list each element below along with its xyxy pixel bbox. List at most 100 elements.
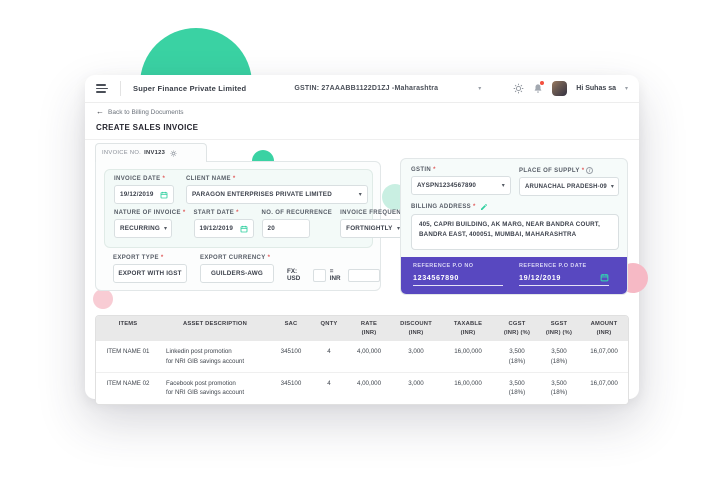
chevron-down-icon: ▾	[163, 225, 168, 232]
supply-panel: GSTIN * AYSPN1234567890 ▾ PLACE OF SUPPLY…	[400, 158, 628, 295]
decor-circle-pink-pale	[93, 289, 113, 309]
col-qnty: QNTY	[320, 321, 338, 327]
reference-po-panel: REFERENCE P.O NO 1234567890 REFERENCE P.…	[401, 257, 627, 294]
cell-rate: 4,00,000	[356, 348, 382, 356]
calendar-icon[interactable]	[240, 225, 248, 233]
invoice-main-fields: INVOICE DATE * 19/12/2019	[104, 169, 410, 248]
invoice-no-value: INV123	[144, 150, 166, 156]
nature-of-invoice-label: NATURE OF INVOICE *	[114, 210, 186, 216]
no-of-recurrence-input[interactable]: 20	[261, 219, 310, 238]
reference-po-date-input[interactable]: 19/12/2019	[519, 273, 609, 286]
cell-sac: 345100	[280, 348, 302, 356]
col-cgst: CGST (INR) (%)	[503, 321, 531, 336]
col-items: ITEMS	[118, 321, 138, 327]
chevron-down-icon: ▾	[396, 225, 401, 232]
col-sac: SAC	[284, 321, 298, 327]
chevron-down-icon: ▾	[501, 182, 505, 189]
col-amount: AMOUNT (INR)	[590, 321, 618, 336]
table-row[interactable]: ITEM NAME 02 Facebook post promotion for …	[96, 371, 628, 404]
divider	[120, 81, 121, 96]
no-of-recurrence-label: NO. OF RECURRENCE	[261, 210, 333, 216]
page-title: CREATE SALES INVOICE	[96, 123, 199, 132]
col-sgst: SGST (INR) (%)	[545, 321, 573, 336]
chevron-down-icon: ▾	[610, 183, 615, 190]
avatar[interactable]	[552, 81, 568, 96]
invoice-form-panel: INVOICE DATE * 19/12/2019	[95, 161, 410, 291]
cell-sac: 345100	[280, 379, 302, 387]
export-type-field[interactable]: EXPORT WITH IGST	[113, 264, 187, 283]
billing-address-label: BILLING ADDRESS *	[411, 203, 617, 211]
cell-sgst: 3,500 (18%)	[550, 348, 568, 365]
cell-cgst: 3,500 (18%)	[508, 348, 526, 365]
user-greeting[interactable]: Hi Suhas sa	[576, 85, 616, 92]
billing-address-field[interactable]: 405, CAPRI BUILDING, AK MARG, NEAR BANDR…	[411, 214, 619, 250]
col-taxable: TAXABLE (INR)	[453, 321, 483, 336]
company-gstin: GSTIN: 27AAABB1122D1ZJ -Maharashtra	[294, 85, 439, 92]
col-rate: RATE (INR)	[360, 321, 378, 336]
app-window: Super Finance Private Limited GSTIN: 27A…	[85, 75, 648, 405]
cell-sgst: 3,500 (18%)	[550, 379, 568, 397]
cell-amount: 16,07,000	[590, 348, 618, 356]
fx-inr-input[interactable]	[348, 268, 380, 282]
cell-item: ITEM NAME 02	[106, 379, 150, 387]
reference-po-no-input[interactable]: 1234567890	[413, 273, 503, 286]
cell-qnty: 4	[327, 348, 331, 356]
chevron-down-icon[interactable]: ▾	[478, 85, 482, 92]
cell-description: Facebook post promotion for NRI GIB savin…	[166, 379, 245, 397]
line-items-table: ITEMS ASSET DESCRIPTION SAC QNTY RATE (IN…	[95, 315, 629, 405]
top-bar: Super Finance Private Limited GSTIN: 27A…	[85, 75, 639, 103]
fx-usd-input[interactable]	[313, 268, 326, 282]
invoice-number-tab[interactable]: INVOICE NO. INV123	[95, 143, 207, 162]
fx-inr-label: = INR	[329, 268, 341, 282]
back-to-billing-link[interactable]: ← Back to Billing Documents	[96, 107, 184, 116]
divider	[85, 139, 639, 140]
client-name-select[interactable]: PARAGON ENTERPRISES PRIVATE LIMITED ▾	[186, 185, 368, 204]
company-name: Super Finance Private Limited	[133, 84, 247, 93]
gstin-label: GSTIN *	[411, 167, 436, 173]
export-currency-field[interactable]: GUILDERS-AWG	[200, 264, 274, 283]
notification-badge	[540, 81, 545, 85]
cell-discount: 3,000	[408, 348, 424, 356]
fx-rate-group: FX: USD = INR	[287, 268, 380, 282]
cell-description: Linkedin post promotion for NRI GIB savin…	[166, 348, 245, 365]
gear-icon[interactable]	[513, 83, 524, 94]
notifications-bell-icon[interactable]	[533, 81, 545, 94]
invoice-frequency-select[interactable]: FORTNIGHTLY ▾	[340, 219, 407, 238]
start-date-field[interactable]: 19/12/2019	[193, 219, 254, 238]
invoice-no-label: INVOICE NO.	[102, 150, 142, 156]
cell-amount: 16,07,000	[590, 379, 618, 387]
cell-discount: 3,000	[408, 379, 424, 387]
cell-item: ITEM NAME 01	[106, 348, 150, 356]
hamburger-menu-icon[interactable]	[96, 84, 108, 93]
invoice-date-field[interactable]: 19/12/2019	[114, 185, 174, 204]
calendar-icon[interactable]	[160, 191, 168, 199]
gstin-select[interactable]: AYSPN1234567890 ▾	[411, 176, 511, 195]
nature-of-invoice-select[interactable]: RECURRING ▾	[114, 219, 172, 238]
cell-taxable: 16,00,000	[454, 348, 482, 356]
invoice-date-label: INVOICE DATE *	[114, 176, 166, 182]
client-name-label: CLIENT NAME *	[186, 176, 236, 182]
edit-pencil-icon[interactable]	[480, 203, 488, 211]
back-arrow-icon: ←	[96, 107, 104, 116]
table-row[interactable]: ITEM NAME 01 Linkedin post promotion for …	[96, 341, 628, 372]
reference-po-date-label: REFERENCE P.O DATE	[519, 263, 587, 269]
place-of-supply-label: PLACE OF SUPPLY * i	[519, 167, 619, 174]
calendar-icon[interactable]	[600, 273, 609, 282]
export-currency-label: EXPORT CURRENCY *	[200, 255, 271, 261]
col-discount: DISCOUNT (INR)	[400, 321, 432, 336]
cell-cgst: 3,500 (18%)	[508, 379, 526, 397]
gear-icon[interactable]	[170, 149, 177, 157]
start-date-label: START DATE *	[193, 210, 239, 216]
col-asset-description: ASSET DESCRIPTION	[183, 321, 247, 327]
chevron-down-icon[interactable]: ▾	[624, 85, 628, 92]
table-header-row: ITEMS ASSET DESCRIPTION SAC QNTY RATE (IN…	[96, 316, 628, 342]
export-fields: EXPORT TYPE * EXPORT WITH IGST EXPORT CUR…	[113, 255, 380, 283]
invoice-frequency-label: INVOICE FREQUENCY	[340, 210, 411, 216]
fx-usd-label: FX: USD	[287, 268, 301, 282]
place-of-supply-select[interactable]: ARUNACHAL PRADESH-09 ▾	[519, 177, 619, 196]
chevron-down-icon: ▾	[358, 191, 362, 198]
cell-qnty: 4	[327, 379, 331, 387]
info-icon[interactable]: i	[586, 167, 594, 174]
reference-po-no-label: REFERENCE P.O NO	[413, 263, 474, 269]
